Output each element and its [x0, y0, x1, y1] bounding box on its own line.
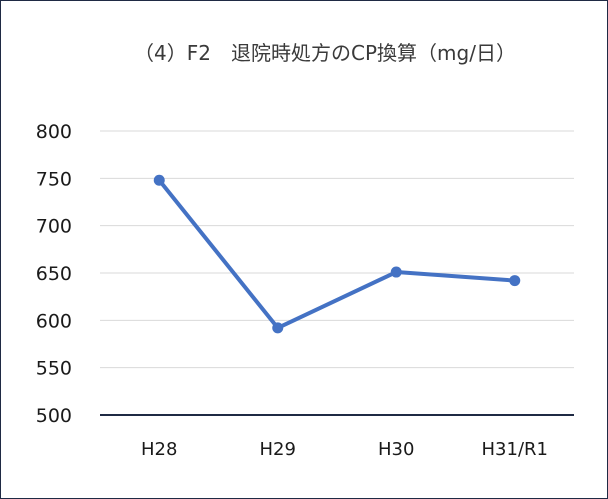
series-line [157, 178, 517, 330]
y-tick-label: 550 [36, 358, 72, 380]
data-point [509, 275, 521, 287]
y-tick-label: 800 [36, 121, 72, 143]
y-tick-label: 500 [36, 405, 72, 427]
data-point [390, 266, 402, 278]
series-group [153, 174, 521, 334]
data-point [153, 174, 165, 186]
y-tick-label: 650 [36, 263, 72, 285]
y-tick-label: 750 [36, 168, 72, 190]
x-tick-label: H31/R1 [482, 439, 548, 460]
chart-title: （4）F2 退院時処方のCP換算（mg/日） [134, 41, 516, 65]
gridlines [100, 130, 574, 369]
y-tick-label: 700 [36, 216, 72, 238]
y-axis-ticks: 500 550 600 650 700 750 800 [36, 121, 72, 427]
data-point [272, 322, 284, 334]
y-tick-label: 600 [36, 310, 72, 332]
x-tick-label: H30 [378, 439, 414, 460]
x-axis-ticks: H28 H29 H30 H31/R1 [141, 439, 548, 460]
x-tick-label: H29 [260, 439, 296, 460]
x-tick-label: H28 [141, 439, 177, 460]
